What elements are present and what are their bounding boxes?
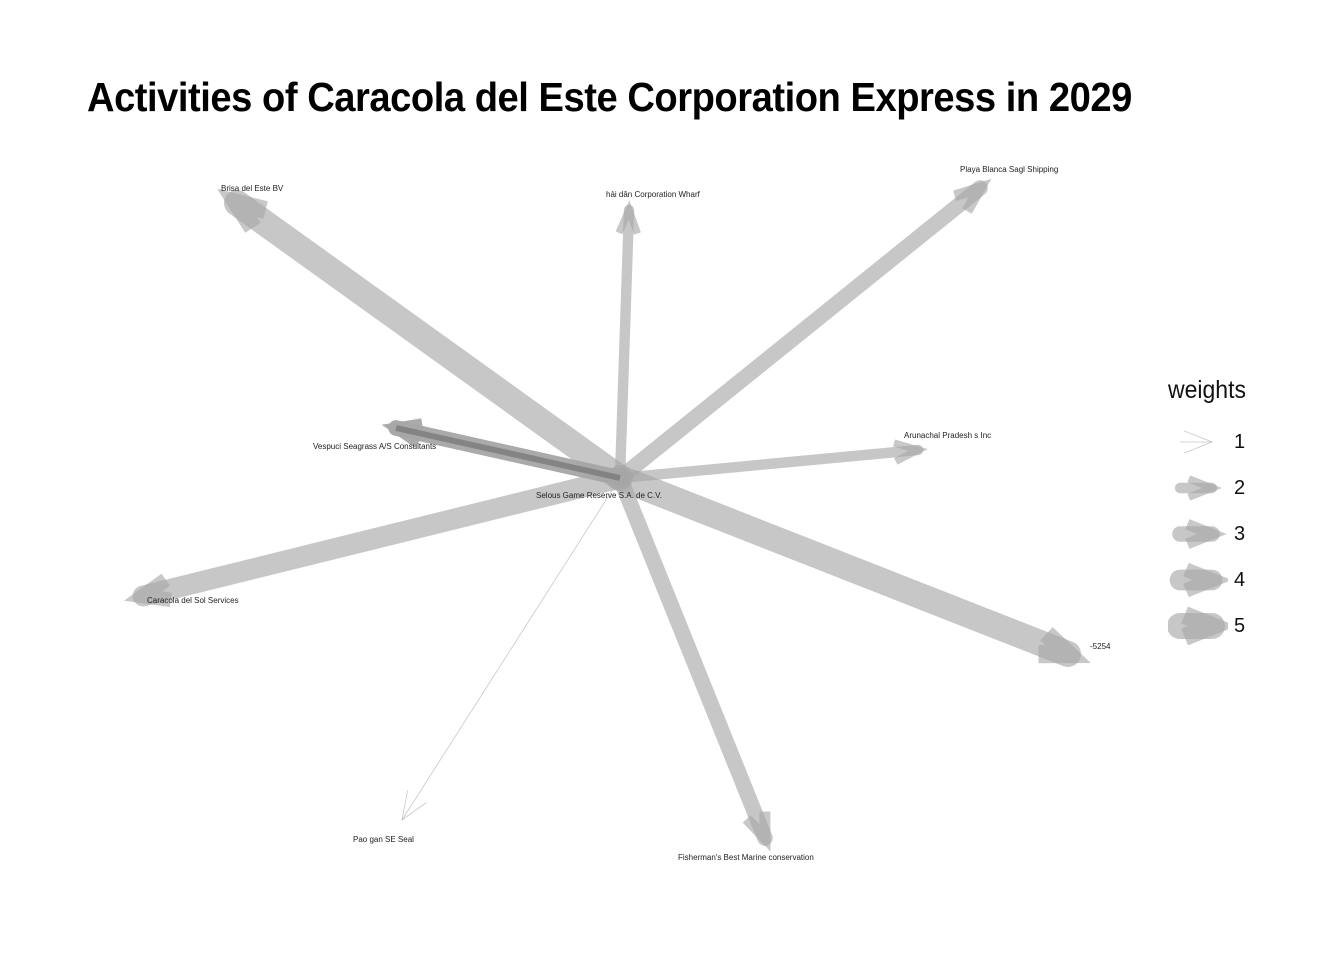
- edge-overlap-vespuci: [395, 425, 621, 481]
- node-label: Pao gan SE Seal: [353, 835, 414, 844]
- legend-arrow-icon: [1168, 606, 1228, 646]
- edge-1: [607, 465, 1091, 667]
- edge-6: [614, 439, 928, 484]
- chart-title: Activities of Caracola del Este Corporat…: [87, 74, 1132, 120]
- node-label: Brisa del Este BV: [221, 184, 284, 193]
- legend-item: 4: [1168, 560, 1278, 600]
- edge-4: [612, 470, 773, 852]
- legend-label: 3: [1234, 523, 1246, 545]
- legend-label: 4: [1234, 569, 1246, 591]
- node-label: Caracola del Sol Services: [147, 596, 239, 605]
- edges-layer: [123, 178, 1091, 852]
- edge-2: [123, 467, 631, 608]
- legend-item: 5: [1168, 606, 1278, 646]
- legend-label: 1: [1234, 431, 1246, 453]
- legend-arrow: [1180, 430, 1214, 454]
- edge-7: [614, 200, 641, 484]
- node-label: Playa Blanca Sagl Shipping: [960, 165, 1058, 174]
- legend-label: 2: [1234, 477, 1246, 499]
- edge-3: [612, 178, 992, 486]
- legend-arrow-icon: [1169, 562, 1228, 598]
- legend-arrow: [1172, 519, 1227, 549]
- edge-8: [401, 477, 621, 821]
- legend-arrow: [1174, 475, 1222, 501]
- node-label: -5254: [1090, 642, 1111, 651]
- legend-title: weights: [1168, 376, 1246, 404]
- legend-item: 1: [1168, 422, 1278, 462]
- node-label: Fisherman's Best Marine conservation: [678, 853, 814, 862]
- weights-legend: weights 1 2 3 4 5: [1160, 376, 1280, 656]
- node-label: Selous Game Reserve S.A. de C.V.: [536, 491, 662, 500]
- legend-item: 2: [1168, 468, 1278, 508]
- labels-layer: Selous Game Reserve S.A. de C.V. Brisa de…: [147, 165, 1111, 862]
- node-label: Arunachal Pradesh s Inc: [904, 431, 991, 440]
- legend-arrow: [1168, 606, 1228, 646]
- legend-item: 3: [1168, 514, 1278, 554]
- node-label: Vespuci Seagrass A/S Consultants: [313, 442, 436, 451]
- node-label: hải dân Corporation Wharf: [606, 190, 701, 199]
- legend-arrow: [1169, 562, 1228, 598]
- legend-arrow-icon: [1172, 519, 1227, 549]
- legend-arrow-icon: [1180, 430, 1214, 454]
- legend-arrow-icon: [1174, 475, 1222, 501]
- edge-0: [217, 188, 633, 491]
- legend-label: 5: [1234, 615, 1246, 637]
